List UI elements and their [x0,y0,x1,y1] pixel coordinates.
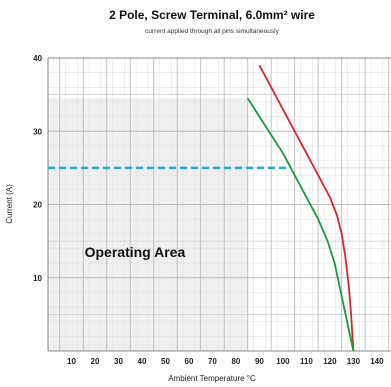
chart-title: 2 Pole, Screw Terminal, 6.0mm² wire [109,8,315,22]
x-tick-label: 30 [114,357,123,366]
x-axis-label: Ambient Temperature °C [168,374,256,383]
series-line-2 [246,97,355,352]
x-tick-label: 80 [231,357,240,366]
series-line-1 [258,64,355,352]
x-tick-labels: 10 20 30 40 50 60 70 80 90 100 110 120 130 140 [67,357,384,366]
y-axis-label: Current (A) [5,184,14,224]
x-tick-label: 120 [323,357,337,366]
x-tick-label: 60 [185,357,194,366]
y-tick-label: 10 [33,274,42,283]
x-tick-label: 40 [138,357,147,366]
series-lines [246,64,355,352]
x-tick-label: 70 [208,357,217,366]
y-tick-labels: 10 20 30 40 [33,54,42,283]
x-tick-label: 110 [300,357,313,366]
x-tick-label: 140 [370,357,384,366]
x-tick-label: 50 [161,357,170,366]
x-tick-label: 10 [67,357,76,366]
operating-area-label: Operating Area [85,244,186,260]
y-tick-label: 20 [33,201,42,210]
x-tick-label: 20 [91,357,100,366]
y-tick-label: 30 [33,127,42,136]
x-tick-label: 100 [276,357,290,366]
x-tick-label: 90 [255,357,264,366]
chart-subtitle: current applied through all pins simulta… [145,28,279,35]
y-tick-label: 40 [33,54,42,63]
major-grid [47,57,391,352]
x-tick-label: 130 [347,357,361,366]
